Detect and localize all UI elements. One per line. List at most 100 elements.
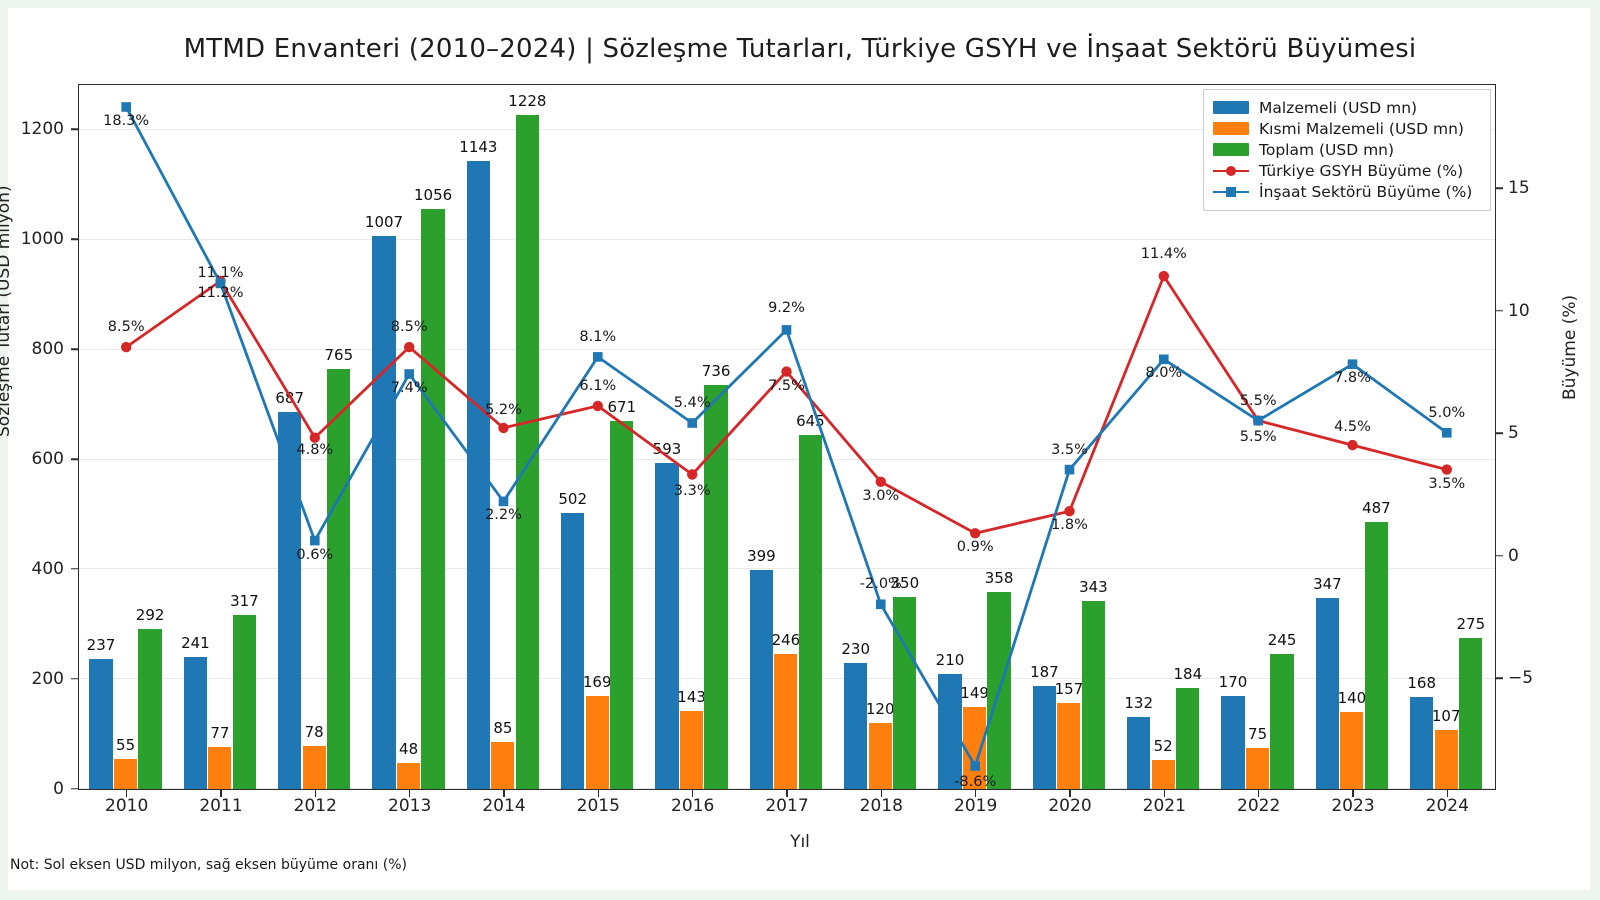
bar-toplam-2013[interactable]: [421, 209, 445, 789]
marker-insaat-2024[interactable]: [1442, 428, 1452, 438]
bar-malzemeli-2016[interactable]: [655, 463, 679, 789]
marker-gsyh-2020[interactable]: [1064, 506, 1075, 517]
marker-insaat-2017[interactable]: [781, 325, 792, 335]
x-axis-tick-mark: [1352, 790, 1354, 797]
y-axis-right-tick-mark: [1496, 187, 1503, 190]
marker-insaat-2019[interactable]: [970, 761, 980, 771]
bar-malzemeli-2015[interactable]: [561, 513, 585, 789]
bar-toplam-2014[interactable]: [515, 114, 540, 789]
bar-kismi-malzemeli-2015[interactable]: [585, 696, 609, 789]
bar-value-label: 55: [116, 735, 136, 754]
marker-insaat-2022[interactable]: [1253, 415, 1263, 426]
point-value-label: 9.2%: [768, 299, 805, 316]
legend-label: Türkiye GSYH Büyüme (%): [1259, 161, 1464, 180]
marker-gsyh-2024[interactable]: [1441, 464, 1453, 475]
marker-insaat-2020[interactable]: [1064, 464, 1075, 475]
point-value-label: 4.8%: [296, 441, 334, 458]
marker-gsyh-2018[interactable]: [875, 476, 886, 487]
x-axis-tick-2015: 2015: [576, 796, 620, 816]
legend-item-2[interactable]: Toplam (USD mn): [1213, 139, 1481, 160]
bar-kismi-malzemeli-2012[interactable]: [302, 746, 326, 789]
bar-kismi-malzemeli-2016[interactable]: [679, 710, 704, 789]
bar-value-label: 169: [582, 673, 612, 692]
point-value-label: 1.8%: [1051, 517, 1088, 534]
marker-insaat-2021[interactable]: [1159, 354, 1169, 365]
bar-toplam-2021[interactable]: [1176, 687, 1200, 789]
bar-malzemeli-2012[interactable]: [278, 411, 302, 789]
marker-gsyh-2010[interactable]: [121, 341, 132, 353]
marker-insaat-2018[interactable]: [876, 599, 886, 610]
bar-toplam-2015[interactable]: [610, 420, 634, 789]
bar-toplam-2024[interactable]: [1459, 638, 1483, 789]
marker-gsyh-2023[interactable]: [1347, 439, 1358, 451]
marker-insaat-2016[interactable]: [687, 418, 697, 428]
legend-label: Kısmi Malzemeli (USD mn): [1259, 119, 1464, 138]
bar-malzemeli-2014[interactable]: [466, 161, 490, 789]
point-value-label: 7.4%: [390, 380, 428, 396]
bar-kismi-malzemeli-2014[interactable]: [491, 742, 515, 789]
bar-malzemeli-2020[interactable]: [1032, 686, 1056, 789]
marker-insaat-2010[interactable]: [121, 102, 131, 112]
bar-malzemeli-2017[interactable]: [749, 569, 773, 789]
x-axis-tick-2013: 2013: [388, 796, 432, 816]
bar-kismi-malzemeli-2021[interactable]: [1151, 760, 1175, 789]
bar-toplam-2010[interactable]: [138, 628, 162, 789]
marker-gsyh-2012[interactable]: [309, 432, 320, 443]
bar-toplam-2020[interactable]: [1081, 600, 1106, 789]
legend-item-1[interactable]: Kısmi Malzemeli (USD mn): [1213, 118, 1481, 139]
bar-malzemeli-2018[interactable]: [844, 662, 868, 789]
bar-kismi-malzemeli-2024[interactable]: [1434, 730, 1458, 789]
bar-kismi-malzemeli-2020[interactable]: [1057, 702, 1081, 789]
marker-insaat-2013[interactable]: [404, 369, 414, 379]
bar-malzemeli-2023[interactable]: [1315, 598, 1339, 789]
bar-kismi-malzemeli-2023[interactable]: [1340, 712, 1364, 789]
marker-gsyh-2016[interactable]: [687, 469, 698, 480]
bar-malzemeli-2010[interactable]: [89, 658, 113, 789]
bar-value-label: 77: [210, 723, 230, 742]
marker-gsyh-2021[interactable]: [1158, 270, 1170, 282]
bar-toplam-2023[interactable]: [1364, 521, 1389, 789]
marker-gsyh-2013[interactable]: [404, 341, 415, 353]
marker-gsyh-2017[interactable]: [781, 366, 792, 377]
marker-insaat-2012[interactable]: [310, 535, 320, 546]
bar-toplam-2017[interactable]: [798, 434, 823, 789]
bar-value-label: 120: [865, 700, 895, 719]
bar-toplam-2016[interactable]: [704, 384, 728, 789]
bar-toplam-2018[interactable]: [893, 596, 917, 789]
legend-item-0[interactable]: Malzemeli (USD mn): [1213, 97, 1481, 118]
bar-toplam-2012[interactable]: [327, 368, 351, 789]
bar-malzemeli-2024[interactable]: [1410, 696, 1434, 789]
bar-malzemeli-2013[interactable]: [372, 235, 396, 789]
bar-toplam-2011[interactable]: [232, 614, 257, 789]
legend-swatch-icon: [1213, 143, 1249, 156]
bar-malzemeli-2011[interactable]: [183, 656, 207, 789]
bar-kismi-malzemeli-2013[interactable]: [396, 762, 421, 789]
legend-item-3[interactable]: Türkiye GSYH Büyüme (%): [1213, 160, 1481, 181]
bar-malzemeli-2021[interactable]: [1127, 716, 1151, 789]
marker-gsyh-2015[interactable]: [592, 400, 603, 412]
bar-malzemeli-2019[interactable]: [938, 673, 962, 789]
point-value-label: 3.3%: [673, 482, 711, 499]
bar-value-label: 241: [181, 633, 210, 652]
bar-kismi-malzemeli-2010[interactable]: [113, 758, 138, 789]
chart-title: MTMD Envanteri (2010–2024) | Sözleşme Tu…: [183, 34, 1417, 64]
marker-insaat-2015[interactable]: [593, 352, 603, 362]
bar-value-label: 85: [493, 719, 513, 738]
marker-insaat-2014[interactable]: [498, 496, 509, 507]
point-value-label: 7.5%: [768, 377, 805, 394]
legend-item-4[interactable]: İnşaat Sektörü Büyüme (%): [1213, 181, 1481, 202]
bar-kismi-malzemeli-2022[interactable]: [1245, 747, 1270, 789]
bar-value-label: 48: [399, 739, 419, 758]
marker-insaat-2011[interactable]: [215, 278, 226, 289]
point-value-label: 8.5%: [107, 319, 145, 336]
bar-toplam-2022[interactable]: [1270, 654, 1294, 789]
bar-kismi-malzemeli-2011[interactable]: [208, 746, 232, 789]
x-axis-tick-2016: 2016: [671, 796, 715, 816]
bar-malzemeli-2022[interactable]: [1221, 695, 1245, 789]
marker-gsyh-2019[interactable]: [970, 528, 981, 539]
bar-kismi-malzemeli-2018[interactable]: [868, 723, 892, 789]
bar-kismi-malzemeli-2019[interactable]: [962, 707, 987, 789]
marker-gsyh-2014[interactable]: [498, 422, 509, 434]
bar-kismi-malzemeli-2017[interactable]: [774, 653, 798, 789]
marker-insaat-2023[interactable]: [1347, 359, 1358, 369]
